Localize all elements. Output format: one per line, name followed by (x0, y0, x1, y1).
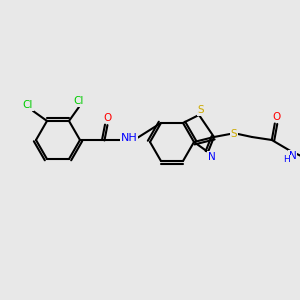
Text: N: N (208, 152, 216, 162)
Text: O: O (273, 112, 281, 122)
Text: Cl: Cl (74, 96, 84, 106)
Text: S: S (231, 129, 237, 139)
Text: H: H (283, 155, 290, 164)
Text: N: N (289, 151, 296, 161)
Text: NH: NH (121, 133, 137, 143)
Text: Cl: Cl (23, 100, 33, 110)
Text: O: O (103, 112, 111, 123)
Text: S: S (198, 105, 204, 115)
